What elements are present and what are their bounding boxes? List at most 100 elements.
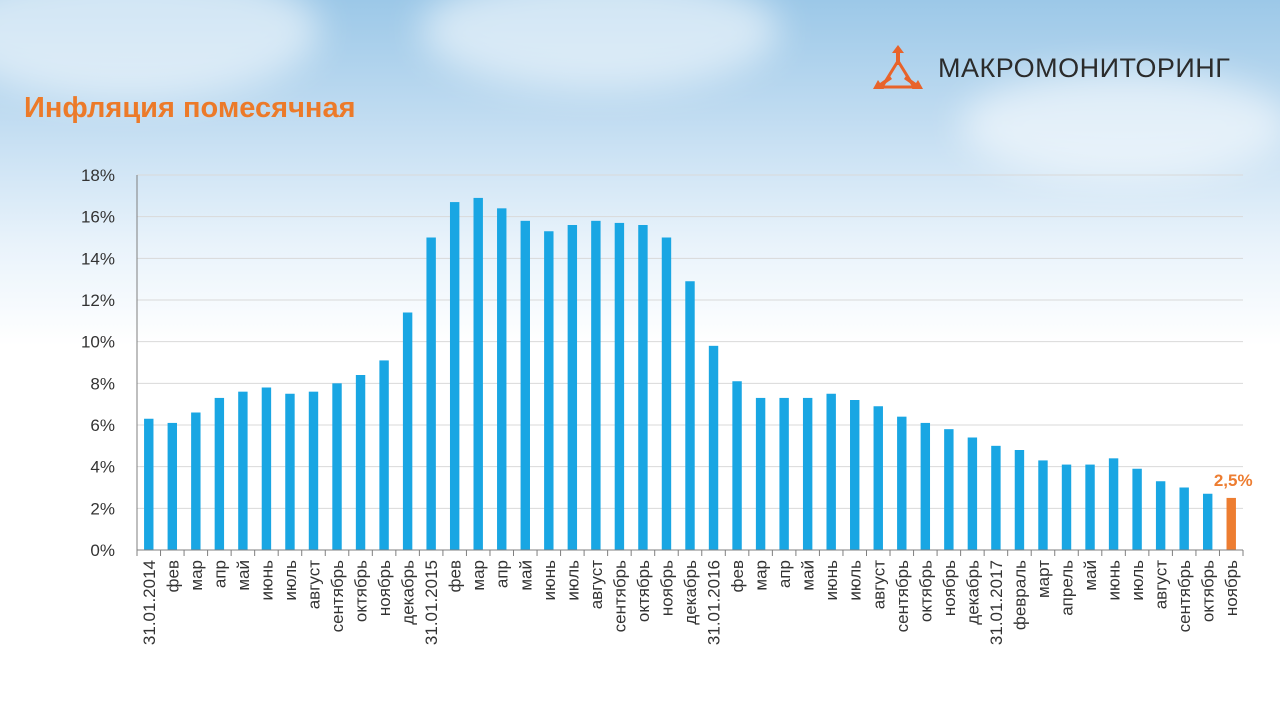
bar — [755, 397, 766, 550]
x-tick-label: ноябрь — [375, 560, 394, 616]
bar — [332, 383, 342, 550]
x-tick-label: август — [869, 560, 888, 609]
bar — [850, 400, 860, 550]
bar — [285, 393, 295, 550]
bar — [1038, 460, 1048, 550]
bar — [591, 220, 601, 551]
bar — [520, 220, 530, 551]
page-title: Инфляция помесячная — [24, 92, 356, 124]
x-tick-label: июль — [846, 560, 865, 601]
x-tick-label: апр — [775, 560, 794, 588]
x-tick-label: 31.01.2016 — [705, 560, 724, 645]
background-cloud — [960, 70, 1280, 180]
bar — [897, 416, 907, 550]
x-tick-label: фев — [728, 560, 747, 592]
bar — [379, 360, 389, 550]
bar — [802, 397, 813, 550]
bar — [567, 225, 578, 550]
x-tick-label: ноябрь — [940, 560, 959, 616]
bar — [779, 397, 789, 550]
bar — [473, 197, 483, 550]
x-tick-label: сентябрь — [610, 560, 629, 633]
x-tick-label: 31.01.2014 — [140, 560, 159, 645]
x-tick-label: май — [799, 560, 818, 591]
bar — [1155, 481, 1166, 550]
bar — [449, 202, 460, 551]
bar — [1132, 468, 1142, 550]
bar — [544, 231, 554, 550]
last-value-label: 2,5% — [1214, 471, 1253, 490]
x-tick-label: апрель — [1058, 560, 1077, 616]
x-tick-label: апр — [210, 560, 229, 588]
bar — [426, 237, 436, 550]
x-tick-label: июнь — [540, 560, 559, 601]
logo-text: МАКРОМОНИТОРИНГ — [938, 52, 1231, 83]
bar — [944, 429, 954, 550]
x-tick-label: август — [304, 560, 323, 609]
bar — [308, 391, 319, 550]
bar — [732, 381, 742, 550]
x-tick-label: октябрь — [1199, 560, 1218, 622]
y-axis-tick-labels: 0% 2% 4% 6% 8% 10% 12% 14% 16% 18% — [81, 166, 115, 560]
x-tick-label: июнь — [1105, 560, 1124, 601]
x-tick-label: июль — [281, 560, 300, 601]
y-tick-label: 12% — [81, 291, 115, 310]
x-tick-label: сентябрь — [893, 560, 912, 633]
x-tick-label: сентябрь — [1175, 560, 1194, 633]
x-tick-label: декабрь — [681, 560, 700, 625]
bar — [1061, 464, 1072, 550]
bar — [967, 437, 978, 550]
bar — [991, 445, 1001, 550]
x-tick-label: октябрь — [916, 560, 935, 622]
y-tick-label: 4% — [90, 458, 115, 477]
bar — [355, 375, 366, 550]
bar — [261, 387, 272, 550]
x-tick-label: октябрь — [352, 560, 371, 622]
x-tick-label: ноябрь — [657, 560, 676, 616]
company-logo: МАКРОМОНИТОРИНГ — [870, 42, 1230, 94]
x-tick-label: июнь — [257, 560, 276, 601]
bar — [1226, 497, 1236, 550]
bar — [497, 208, 507, 551]
bar — [1179, 487, 1189, 550]
bar — [920, 422, 931, 550]
x-tick-label: декабрь — [399, 560, 418, 625]
bars — [144, 197, 1236, 551]
bar — [826, 393, 836, 550]
x-tick-label: мар — [752, 560, 771, 591]
bar — [638, 225, 648, 550]
bar — [614, 222, 625, 550]
bar — [708, 345, 719, 550]
x-tick-label: 31.01.2015 — [422, 560, 441, 645]
x-tick-label: июль — [1128, 560, 1147, 601]
bar — [191, 412, 201, 550]
bar — [1085, 464, 1095, 550]
y-tick-label: 2% — [90, 499, 115, 518]
data-labels: 2,5% — [1214, 471, 1253, 490]
bar — [167, 422, 178, 550]
bar — [144, 418, 154, 550]
bar — [1202, 493, 1213, 550]
y-tick-label: 16% — [81, 208, 115, 227]
x-tick-label: октябрь — [634, 560, 653, 622]
x-tick-label: июнь — [822, 560, 841, 601]
bar — [214, 397, 225, 550]
x-tick-label: мар — [187, 560, 206, 591]
y-tick-label: 8% — [90, 374, 115, 393]
y-tick-label: 18% — [81, 166, 115, 185]
x-tick-label: фев — [163, 560, 182, 592]
bar — [238, 391, 248, 550]
x-tick-label: июль — [563, 560, 582, 601]
bar — [685, 281, 695, 550]
x-tick-label: август — [1152, 560, 1171, 609]
bar — [1108, 458, 1119, 550]
bar — [402, 312, 413, 550]
bar — [873, 406, 883, 550]
y-tick-label: 14% — [81, 249, 115, 268]
x-tick-label: ноябрь — [1222, 560, 1241, 616]
x-tick-label: март — [1034, 560, 1053, 598]
x-tick-label: май — [234, 560, 253, 591]
y-tick-label: 0% — [90, 541, 115, 560]
x-tick-label: февраль — [1010, 560, 1029, 630]
y-tick-label: 6% — [90, 416, 115, 435]
